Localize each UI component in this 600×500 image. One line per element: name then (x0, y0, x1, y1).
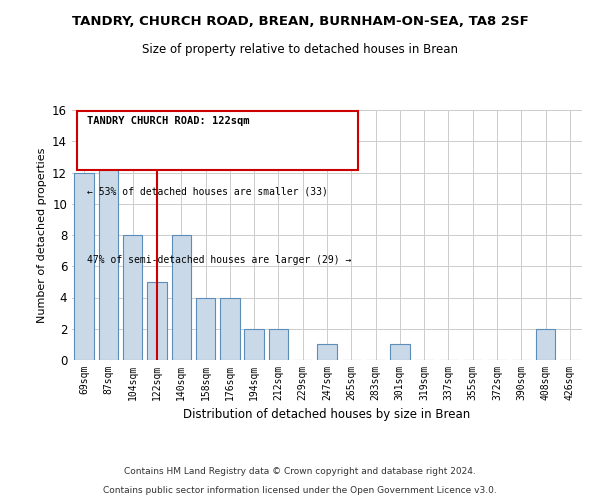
Text: TANDRY, CHURCH ROAD, BREAN, BURNHAM-ON-SEA, TA8 2SF: TANDRY, CHURCH ROAD, BREAN, BURNHAM-ON-S… (71, 15, 529, 28)
Text: Contains public sector information licensed under the Open Government Licence v3: Contains public sector information licen… (103, 486, 497, 495)
Text: ← 53% of detached houses are smaller (33): ← 53% of detached houses are smaller (33… (88, 186, 328, 196)
Bar (196, 298, 215, 360)
FancyBboxPatch shape (77, 112, 358, 170)
Bar (317, 344, 337, 360)
Text: TANDRY CHURCH ROAD: 122sqm: TANDRY CHURCH ROAD: 122sqm (88, 116, 250, 126)
Bar (123, 235, 142, 360)
Bar (390, 344, 410, 360)
Bar (147, 282, 167, 360)
Bar (172, 235, 191, 360)
Bar (99, 157, 118, 360)
Bar (74, 172, 94, 360)
Bar (244, 329, 264, 360)
Text: 47% of semi-detached houses are larger (29) →: 47% of semi-detached houses are larger (… (88, 255, 352, 265)
X-axis label: Distribution of detached houses by size in Brean: Distribution of detached houses by size … (184, 408, 470, 422)
Bar (269, 329, 288, 360)
Bar (220, 298, 239, 360)
Text: Size of property relative to detached houses in Brean: Size of property relative to detached ho… (142, 42, 458, 56)
Text: Contains HM Land Registry data © Crown copyright and database right 2024.: Contains HM Land Registry data © Crown c… (124, 467, 476, 476)
Y-axis label: Number of detached properties: Number of detached properties (37, 148, 47, 322)
Bar (536, 329, 555, 360)
